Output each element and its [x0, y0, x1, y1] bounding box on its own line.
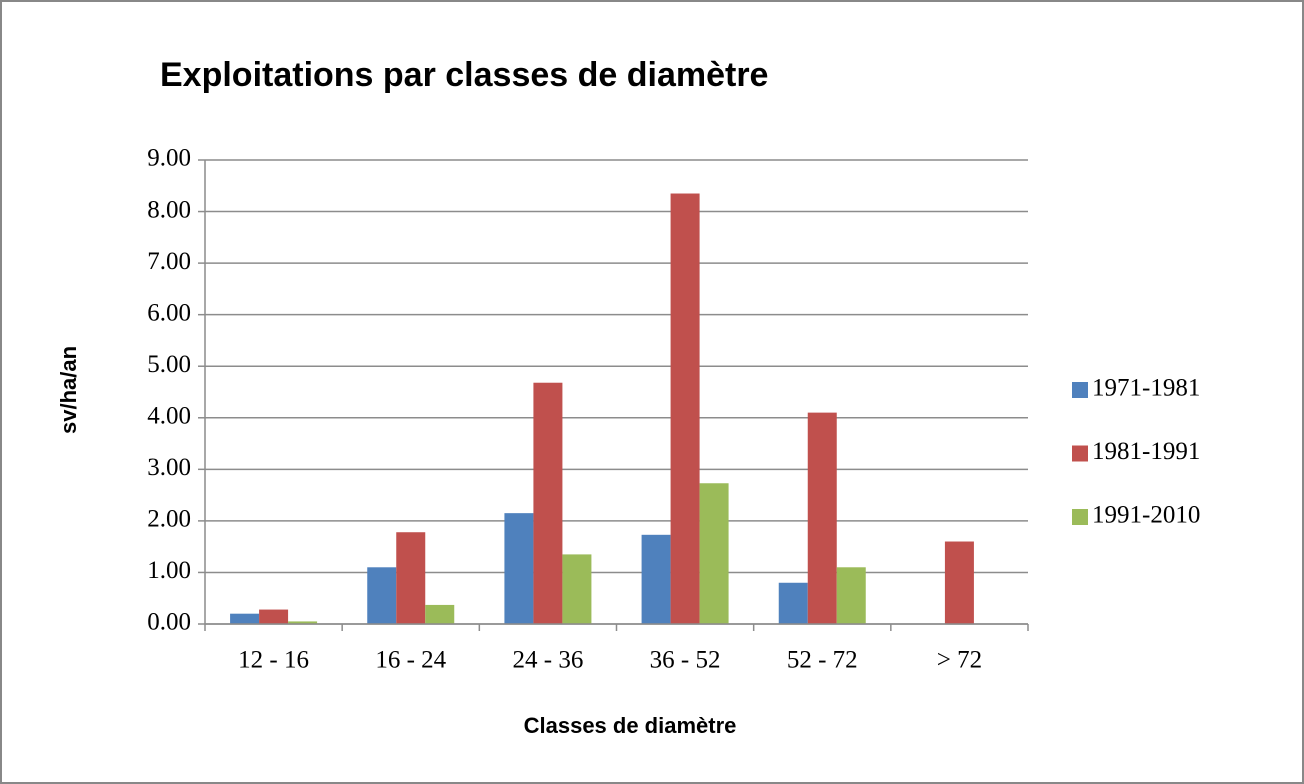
y-tick-label: 4.00: [147, 403, 191, 430]
x-tick-label: 24 - 36: [513, 647, 584, 674]
legend-swatch: [1072, 445, 1088, 462]
y-tick-label: 0.00: [147, 609, 191, 636]
bar: [396, 532, 426, 624]
legend-label: 1971-1981: [1092, 375, 1200, 402]
y-tick-label: 3.00: [147, 454, 191, 481]
legend-label: 1981-1991: [1092, 438, 1200, 465]
x-tick-label: 12 - 16: [238, 647, 309, 674]
legend-swatch: [1072, 509, 1088, 525]
legend-swatch: [1072, 382, 1088, 398]
bar: [425, 604, 455, 624]
bar: [670, 193, 700, 624]
bar: [836, 567, 866, 624]
y-tick-label: 9.00: [147, 145, 191, 172]
bar: [230, 613, 260, 624]
y-tick-label: 8.00: [147, 196, 191, 223]
y-tick-label: 2.00: [147, 506, 191, 533]
bar: [367, 567, 397, 624]
bar: [562, 554, 592, 624]
y-tick-label: 1.00: [147, 557, 191, 584]
x-tick-label: > 72: [937, 647, 982, 674]
x-tick-label: 52 - 72: [787, 647, 858, 674]
bar: [699, 483, 729, 624]
bar: [778, 582, 808, 624]
y-axis-title: sv/ha/an: [56, 346, 81, 434]
bar: [259, 609, 289, 624]
bar: [504, 513, 534, 624]
x-tick-label: 16 - 24: [375, 647, 446, 674]
legend-label: 1991-2010: [1092, 502, 1200, 529]
bar: [641, 534, 671, 624]
x-axis-title: Classes de diamètre: [524, 713, 737, 738]
bar: [807, 412, 837, 624]
bar: [288, 621, 318, 624]
y-tick-label: 5.00: [147, 351, 191, 378]
x-tick-label: 36 - 52: [650, 647, 721, 674]
chart-title: Exploitations par classes de diamètre: [160, 56, 768, 94]
y-tick-label: 7.00: [147, 248, 191, 275]
bar: [533, 382, 563, 624]
bar: [944, 541, 974, 624]
y-tick-label: 6.00: [147, 299, 191, 326]
